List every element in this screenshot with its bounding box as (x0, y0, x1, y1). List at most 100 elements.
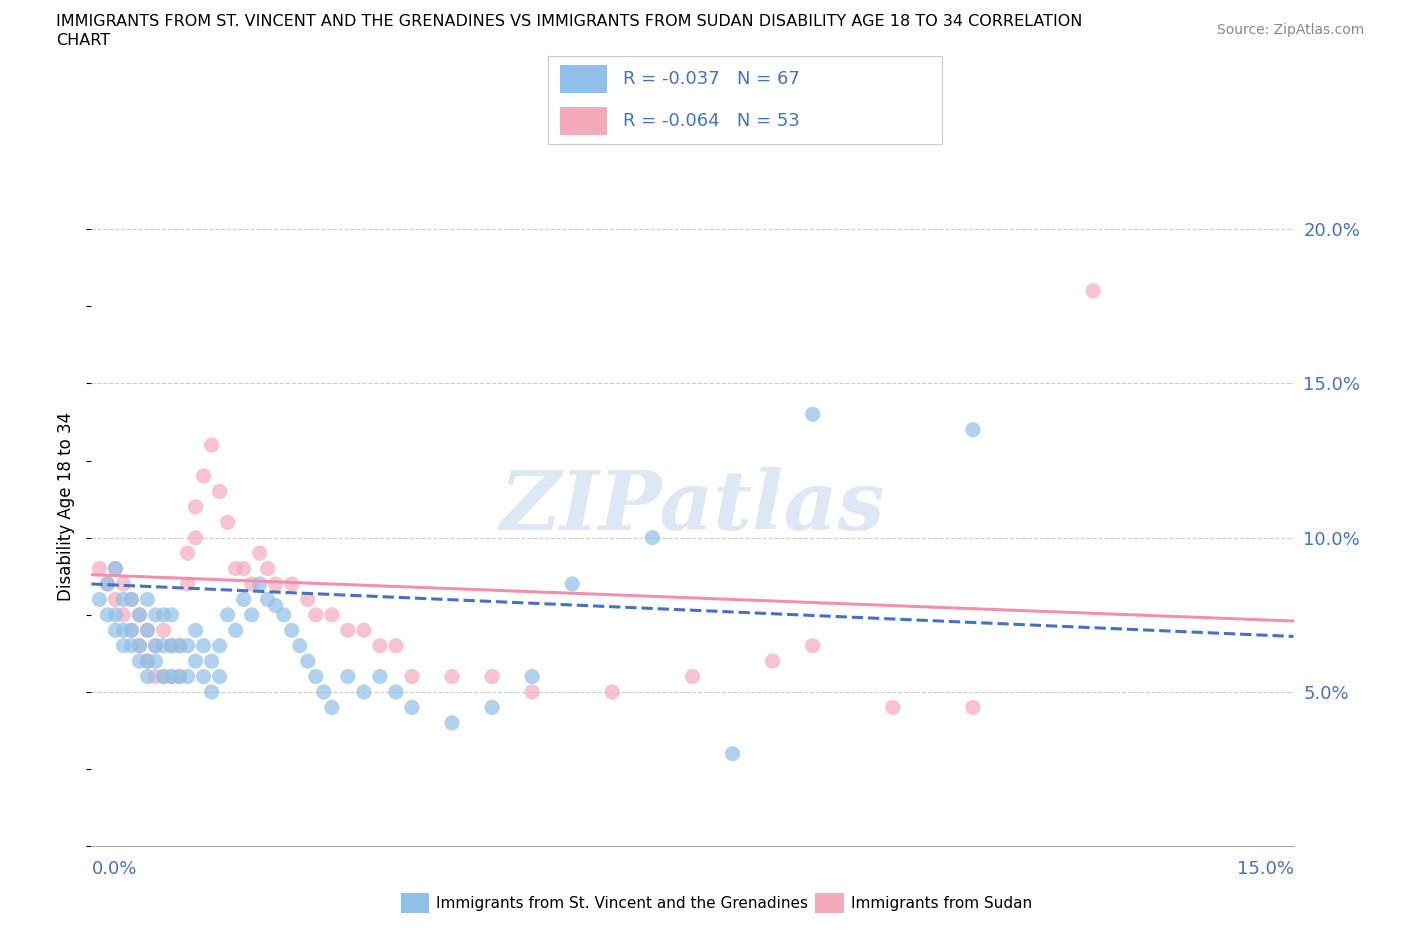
Point (882, 700, 904, 715)
Point (336, 623, 359, 638)
Point (801, 638, 824, 653)
Point (136, 654, 159, 669)
Point (401, 670, 423, 684)
Point (208, 638, 231, 653)
Point (353, 684, 375, 699)
Text: R = -0.064   N = 53: R = -0.064 N = 53 (623, 113, 800, 130)
Point (273, 607, 295, 622)
Point (249, 577, 271, 591)
Point (121, 638, 143, 653)
Point (112, 607, 135, 622)
Point (440, 715, 463, 730)
Point (201, 654, 224, 669)
Point (152, 607, 174, 622)
Point (128, 638, 150, 653)
Point (128, 638, 150, 653)
Point (160, 638, 183, 653)
Point (112, 577, 135, 591)
Point (104, 561, 127, 576)
Point (1083, 284, 1105, 299)
Point (152, 623, 174, 638)
Point (112, 623, 135, 638)
Point (96, 577, 118, 591)
Point (240, 607, 263, 622)
Point (96, 577, 118, 591)
Point (136, 623, 159, 638)
Point (353, 623, 375, 638)
Point (321, 700, 343, 715)
Point (184, 654, 207, 669)
Point (104, 561, 127, 576)
Point (136, 623, 159, 638)
Point (336, 670, 359, 684)
Point (145, 607, 167, 622)
Bar (560, 65, 607, 93)
Point (184, 623, 207, 638)
Point (104, 607, 127, 622)
Point (208, 484, 231, 498)
Point (256, 592, 278, 607)
Point (385, 638, 408, 653)
Point (121, 592, 143, 607)
Point (721, 746, 744, 761)
Point (281, 623, 304, 638)
Point (121, 592, 143, 607)
Point (602, 684, 624, 699)
Point (89, 561, 111, 576)
Point (201, 684, 224, 699)
Point (112, 592, 135, 607)
Text: Immigrants from St. Vincent and the Grenadines: Immigrants from St. Vincent and the Gren… (436, 896, 808, 910)
Point (176, 577, 198, 591)
Point (112, 638, 135, 653)
Point (128, 654, 150, 669)
Point (256, 561, 278, 576)
Point (217, 515, 239, 530)
Point (136, 592, 159, 607)
Point (128, 607, 150, 622)
Point (145, 638, 167, 653)
Point (522, 670, 544, 684)
Point (240, 577, 263, 591)
Text: Source: ZipAtlas.com: Source: ZipAtlas.com (1216, 23, 1364, 37)
Point (145, 654, 167, 669)
Point (152, 670, 174, 684)
Point (193, 638, 215, 653)
Point (481, 700, 503, 715)
Point (368, 638, 391, 653)
Point (136, 670, 159, 684)
Point (232, 561, 254, 576)
Point (208, 670, 231, 684)
Point (169, 638, 191, 653)
Point (401, 700, 423, 715)
Point (288, 638, 311, 653)
Point (193, 670, 215, 684)
Point (297, 654, 319, 669)
Point (169, 670, 191, 684)
Point (152, 670, 174, 684)
Point (225, 561, 247, 576)
Point (801, 406, 824, 421)
Point (217, 607, 239, 622)
Point (281, 577, 304, 591)
Point (145, 638, 167, 653)
Point (962, 700, 984, 715)
Point (962, 422, 984, 437)
Point (89, 592, 111, 607)
Point (481, 670, 503, 684)
Y-axis label: Disability Age 18 to 34: Disability Age 18 to 34 (58, 412, 76, 602)
Point (193, 469, 215, 484)
Point (232, 592, 254, 607)
Bar (560, 107, 607, 136)
Point (169, 638, 191, 653)
Point (169, 670, 191, 684)
Text: CHART: CHART (56, 33, 110, 47)
Point (321, 607, 343, 622)
Point (762, 654, 785, 669)
Point (305, 670, 328, 684)
Point (561, 577, 583, 591)
Point (522, 684, 544, 699)
Point (312, 684, 335, 699)
Point (160, 670, 183, 684)
Point (121, 623, 143, 638)
Point (152, 638, 174, 653)
